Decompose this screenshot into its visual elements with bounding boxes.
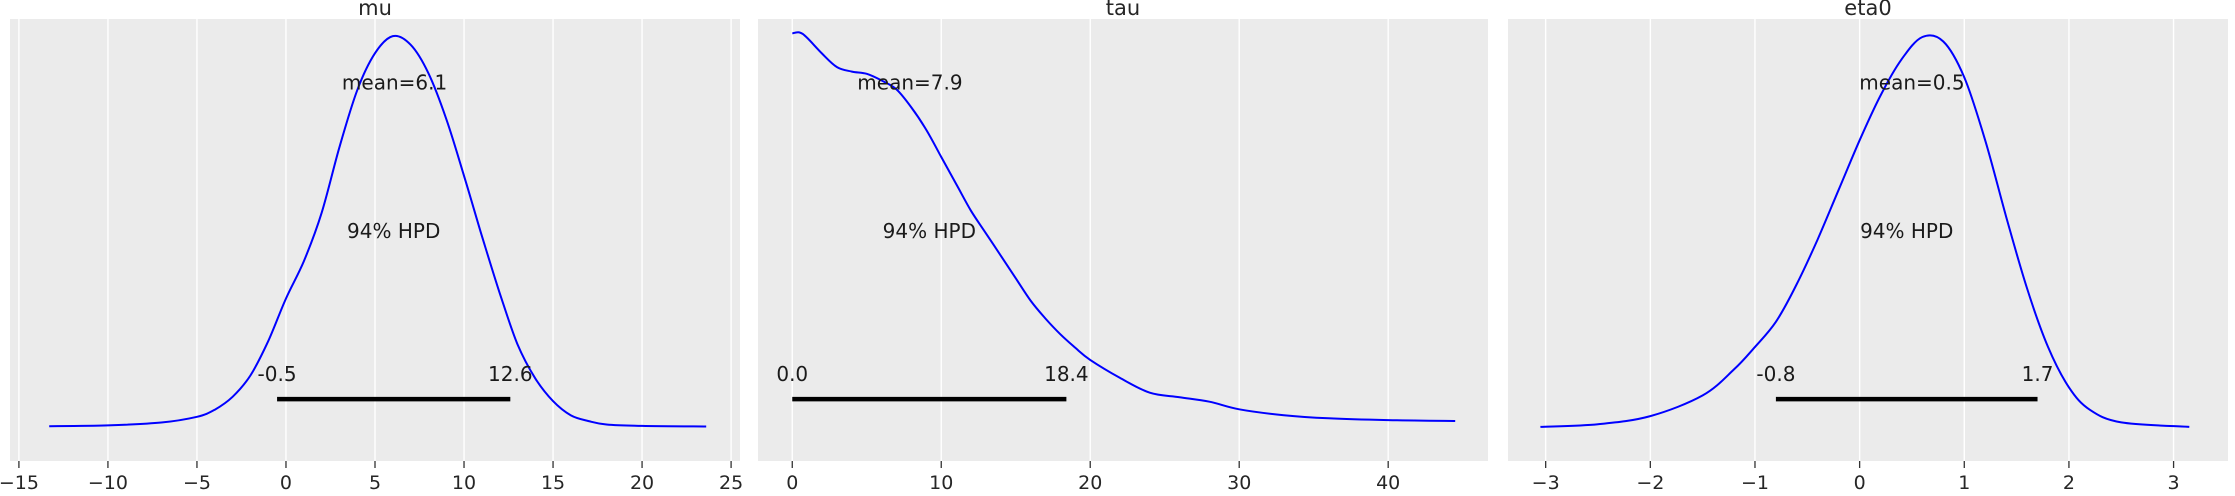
hpd-low-label: -0.5: [258, 362, 297, 386]
plot-area: [1508, 19, 2228, 461]
x-tick-label: 5: [369, 472, 381, 494]
x-tick-label: −2: [1636, 472, 1664, 494]
x-tick-label: 40: [1376, 472, 1400, 494]
mean-label: mean=7.9: [857, 71, 962, 95]
x-tick-label: 0: [786, 472, 798, 494]
x-axis-ticks: 0 10 20 30 40: [786, 461, 1400, 494]
x-tick-label: 2: [2063, 472, 2075, 494]
hpd-label: 94% HPD: [1860, 219, 1953, 243]
x-tick-label: −15: [0, 472, 39, 494]
density-curve: [792, 31, 1456, 422]
panel-title: tau: [1106, 0, 1140, 20]
hpd-high-label: 1.7: [2022, 362, 2054, 386]
hpd-low-label: 0.0: [776, 362, 808, 386]
hpd-high-label: 12.6: [488, 362, 533, 386]
x-tick-label: 30: [1227, 472, 1251, 494]
posterior-panel-tau: mean=7.9 94% HPD 0.0 18.4 0 10 20 30 40 tau: [758, 0, 1488, 494]
x-tick-label: 20: [630, 472, 654, 494]
x-tick-label: 15: [541, 472, 565, 494]
panel-title: mu: [358, 0, 392, 20]
x-tick-label: −10: [88, 472, 128, 494]
x-tick-label: 0: [280, 472, 292, 494]
density-curve: [49, 34, 707, 428]
x-tick-label: −3: [1532, 472, 1560, 494]
x-axis-ticks: −3 −2 −1 0 1 2 3: [1532, 461, 2180, 494]
x-tick-label: 0: [1854, 472, 1866, 494]
posterior-panel-mu: mean=6.1 94% HPD -0.5 12.6 −15 −10 −5 0 5 10 1…: [0, 0, 743, 494]
density-curve: [1540, 34, 2190, 428]
x-tick-label: 1: [1958, 472, 1970, 494]
x-tick-label: 3: [2168, 472, 2180, 494]
x-axis-ticks: −15 −10 −5 0 5 10 15 20 25: [0, 461, 743, 494]
x-tick-label: −5: [183, 472, 211, 494]
hpd-low-label: -0.8: [1756, 362, 1795, 386]
x-tick-label: 10: [452, 472, 476, 494]
hpd-high-label: 18.4: [1044, 362, 1089, 386]
mean-label: mean=6.1: [342, 71, 447, 95]
x-tick-label: 10: [929, 472, 953, 494]
mean-label: mean=0.5: [1859, 71, 1964, 95]
x-tick-label: −1: [1741, 472, 1769, 494]
plot-area: [758, 19, 1488, 461]
gridlines: [18, 19, 732, 461]
posterior-panel-eta0: mean=0.5 94% HPD -0.8 1.7 −3 −2 −1 0 1 2 3 eta…: [1508, 0, 2228, 494]
panel-title: eta0: [1844, 0, 1891, 20]
hpd-label: 94% HPD: [347, 219, 440, 243]
hpd-label: 94% HPD: [883, 219, 976, 243]
x-tick-label: 20: [1078, 472, 1102, 494]
gridlines: [791, 19, 1389, 461]
x-tick-label: 25: [719, 472, 743, 494]
